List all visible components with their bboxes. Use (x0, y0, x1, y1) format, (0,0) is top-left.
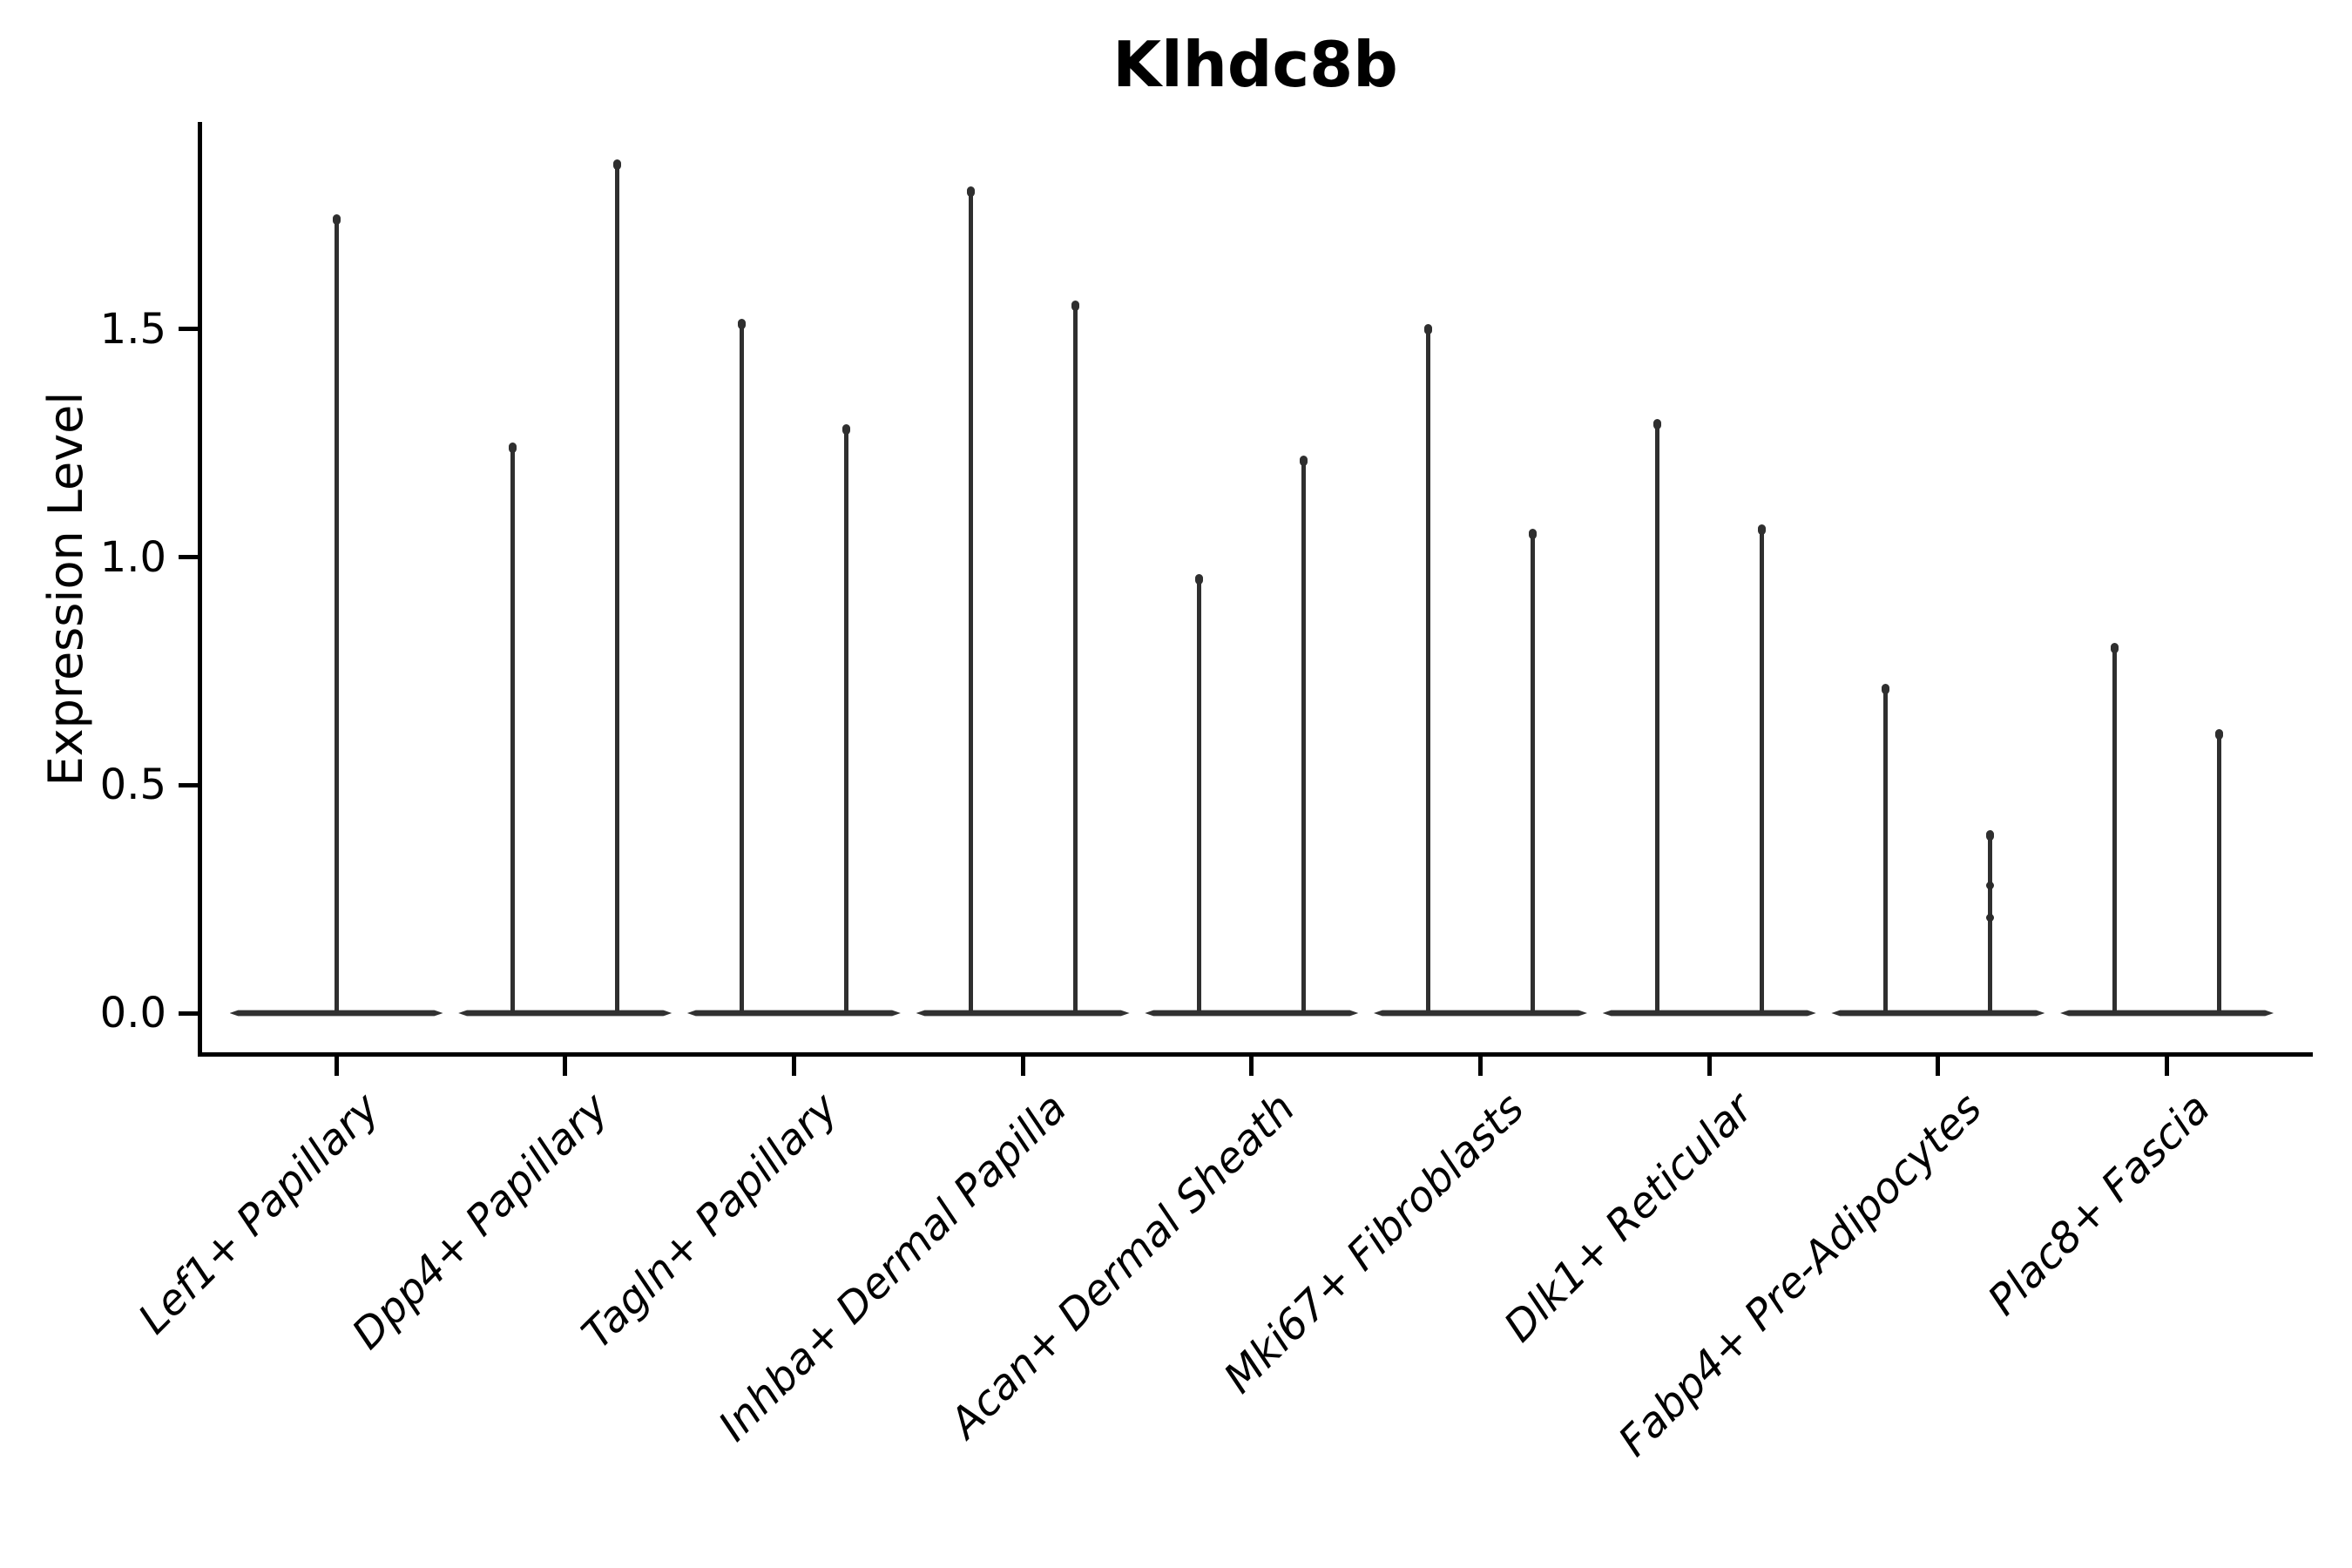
violin-max-tip (2215, 729, 2224, 740)
x-tick (334, 1056, 339, 1076)
violin-spike (334, 214, 339, 1013)
violin-spike (1988, 830, 1993, 1013)
violin-base (1831, 1010, 2045, 1017)
violin-base (1145, 1010, 1359, 1017)
y-tick-label: 1.5 (99, 304, 166, 354)
x-tick (563, 1056, 568, 1076)
y-tick (179, 555, 198, 559)
violin-max-tip (332, 213, 341, 225)
violin-spike (1301, 456, 1307, 1013)
violin-max-tip (613, 159, 622, 171)
violin-spike (1759, 524, 1764, 1013)
y-tick (179, 1010, 198, 1016)
y-axis-label: Expression Level (38, 391, 93, 787)
violin-spike (2112, 643, 2118, 1013)
violin-spike (1426, 324, 1430, 1013)
x-tick (791, 1056, 796, 1076)
violin-base (1602, 1010, 1816, 1017)
violin-base (229, 1010, 443, 1017)
data-point (1986, 913, 1995, 922)
violin-max-tip (1882, 684, 1890, 695)
violin-base (2060, 1010, 2274, 1017)
y-tick-label: 0.0 (99, 989, 166, 1037)
violin-spike (1072, 301, 1078, 1013)
violin-spike (1531, 530, 1535, 1013)
x-tick (2165, 1056, 2170, 1076)
violin-spike (510, 443, 516, 1013)
violin-spike (615, 160, 620, 1013)
violin-spike (739, 320, 744, 1013)
violin-max-tip (1529, 529, 1537, 540)
x-axis-spine (198, 1052, 2313, 1057)
violin-spike (1883, 685, 1889, 1013)
x-tick-label: Dlk1+ Reticular (1494, 1084, 1762, 1352)
x-tick (1936, 1056, 1941, 1076)
violin-spike (968, 187, 973, 1013)
violin-max-tip (1652, 419, 1661, 430)
violin-max-tip (966, 186, 975, 198)
violin-max-tip (841, 423, 850, 435)
y-tick-label: 0.5 (99, 760, 166, 810)
x-tick-label: Plac8+ Fascia (1978, 1084, 2220, 1325)
violin-base (916, 1010, 1130, 1017)
violin-max-tip (1424, 323, 1432, 335)
violin-spike (2217, 730, 2222, 1013)
violin-max-tip (1757, 524, 1766, 535)
x-tick-label: Lef1+ Papillary (129, 1084, 389, 1344)
violin-max-tip (737, 319, 746, 330)
x-tick (1707, 1056, 1712, 1076)
x-tick (1249, 1056, 1254, 1076)
violin-max-tip (1300, 456, 1308, 467)
violin-max-tip (2111, 642, 2119, 653)
y-tick (179, 782, 198, 787)
violin-base (686, 1010, 901, 1017)
violin-max-tip (509, 442, 517, 453)
x-tick (1020, 1056, 1025, 1076)
violin-spike (1197, 575, 1202, 1013)
y-tick (179, 327, 198, 332)
y-tick-label: 1.0 (99, 532, 166, 582)
violin-base (458, 1010, 672, 1017)
x-tick-label: Dpp4+ Papillary (342, 1084, 618, 1359)
chart-title: Klhdc8b (1112, 28, 1398, 101)
x-tick-label: Tagln+ Papillary (571, 1084, 848, 1359)
violin-base (1374, 1010, 1587, 1017)
violin-spike (843, 424, 848, 1013)
y-axis-spine (198, 122, 202, 1057)
violin-max-tip (1195, 574, 1204, 585)
violin-spike (1654, 420, 1659, 1013)
data-point (1986, 881, 1995, 889)
violin-max-tip (1986, 829, 1995, 841)
violin-max-tip (1071, 301, 1079, 312)
x-tick (1478, 1056, 1483, 1076)
